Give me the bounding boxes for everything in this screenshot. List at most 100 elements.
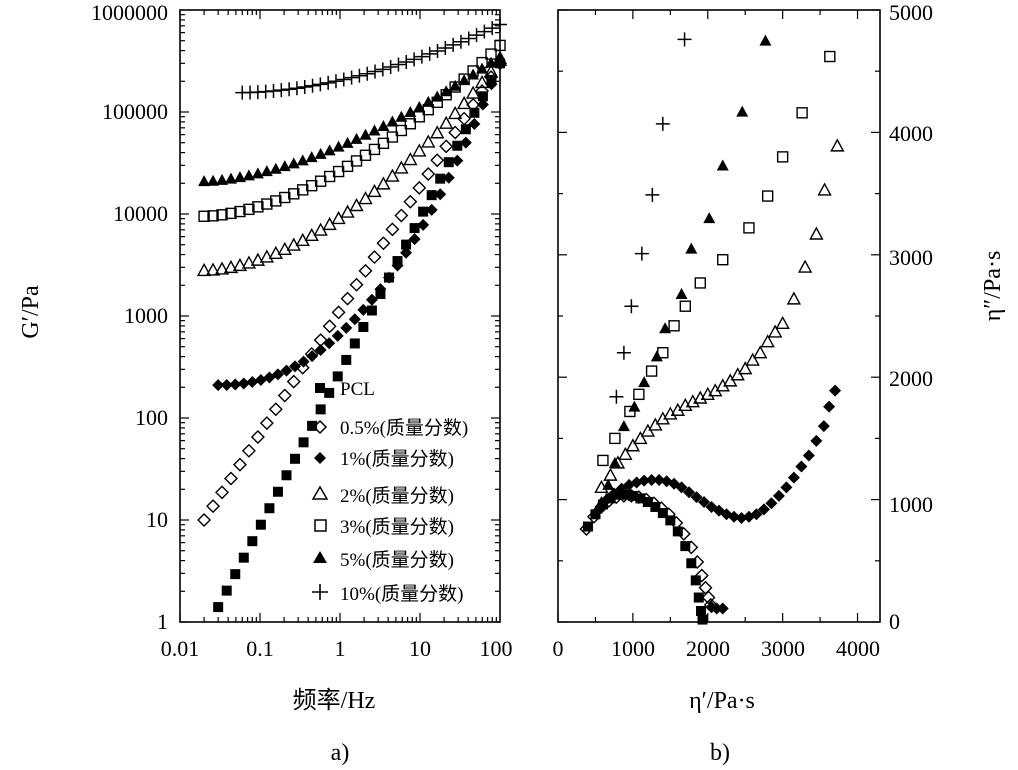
data-point <box>376 236 391 251</box>
data-point <box>442 171 455 184</box>
data-point <box>321 75 336 90</box>
series-a-1 <box>197 56 507 527</box>
data-point <box>477 24 492 39</box>
data-point <box>716 602 729 615</box>
data-point <box>485 21 500 36</box>
data-point <box>233 171 246 183</box>
data-point <box>261 198 273 210</box>
data-point <box>776 151 789 163</box>
a-x-tick-label: 10 <box>409 636 431 661</box>
data-point <box>403 152 418 166</box>
data-point <box>344 70 359 85</box>
data-point <box>645 187 660 202</box>
data-point <box>474 75 490 89</box>
data-point <box>579 521 594 536</box>
data-point <box>638 474 651 487</box>
data-point <box>696 605 707 616</box>
data-point <box>216 209 228 221</box>
data-point <box>669 515 684 530</box>
data-point <box>475 84 490 99</box>
a-x-axis-label: 频率/Hz <box>293 687 376 714</box>
data-point <box>260 165 273 177</box>
series-a-5 <box>198 50 506 187</box>
chart-a-y-tick-labels: 1 10 100 1000 10000 100000 1000000 <box>91 0 168 634</box>
data-point <box>824 50 836 63</box>
data-point <box>196 262 212 277</box>
data-point <box>608 456 621 468</box>
data-point <box>331 210 346 225</box>
data-point <box>224 172 237 184</box>
data-point <box>627 490 638 501</box>
data-point <box>198 175 211 187</box>
series-a-3 <box>196 53 508 277</box>
data-point <box>683 486 696 499</box>
a-x-tick-label: 0.01 <box>161 636 200 661</box>
data-point <box>305 151 318 163</box>
data-point <box>286 374 301 389</box>
data-point <box>817 182 832 196</box>
data-point <box>483 64 499 78</box>
data-point <box>458 74 471 86</box>
data-point <box>290 453 301 464</box>
series-b-4 <box>597 50 836 467</box>
data-point <box>289 81 304 96</box>
data-point <box>197 513 212 527</box>
data-point <box>403 194 418 209</box>
data-point <box>269 162 282 174</box>
data-point <box>595 496 608 508</box>
data-point <box>270 195 282 207</box>
data-point <box>212 379 225 392</box>
data-point <box>654 501 669 516</box>
data-point <box>297 355 310 368</box>
data-point <box>323 337 336 350</box>
data-point <box>315 404 326 415</box>
b-panel-label: b) <box>710 740 730 766</box>
data-point <box>668 320 680 332</box>
data-point <box>271 368 284 381</box>
legend-item-1-percent: 1%(质量分数) <box>314 448 454 470</box>
data-point <box>234 205 246 218</box>
data-point <box>452 140 463 151</box>
data-point <box>323 144 336 156</box>
legend-marker-filled-square <box>315 383 325 393</box>
data-point <box>332 371 343 382</box>
legend-marker-open-triangle <box>311 485 329 500</box>
data-point <box>717 253 729 266</box>
series-b-3 <box>594 138 845 494</box>
data-point <box>786 291 802 305</box>
a-y-tick-label: 100 <box>135 405 168 430</box>
data-point <box>367 183 382 198</box>
chart-b-series <box>579 32 845 625</box>
data-point <box>767 324 783 338</box>
data-point <box>221 585 232 596</box>
data-point <box>374 283 387 296</box>
data-point <box>401 239 412 250</box>
data-point <box>620 489 631 500</box>
data-point <box>409 223 420 234</box>
legend-label: 0.5%(质量分数) <box>340 417 468 439</box>
data-point <box>324 387 335 398</box>
data-point <box>735 511 748 524</box>
data-point <box>348 313 361 326</box>
data-point <box>476 62 489 74</box>
data-point <box>198 210 210 222</box>
data-point <box>365 293 378 306</box>
data-point <box>213 602 224 613</box>
legend-label: 3%(质量分数) <box>340 516 454 538</box>
data-point <box>633 430 648 445</box>
data-point <box>635 493 646 504</box>
data-point <box>685 242 698 254</box>
data-point <box>446 37 461 52</box>
data-point <box>382 271 395 284</box>
b-y-tick-label: 1000 <box>889 492 933 517</box>
data-point <box>628 400 641 412</box>
data-point <box>368 64 383 79</box>
data-point <box>467 68 480 80</box>
data-point <box>313 77 328 92</box>
data-point <box>684 540 699 555</box>
data-point <box>340 291 355 306</box>
data-point <box>225 207 237 220</box>
data-point <box>675 287 688 299</box>
data-point <box>386 115 399 127</box>
data-point <box>609 389 624 404</box>
